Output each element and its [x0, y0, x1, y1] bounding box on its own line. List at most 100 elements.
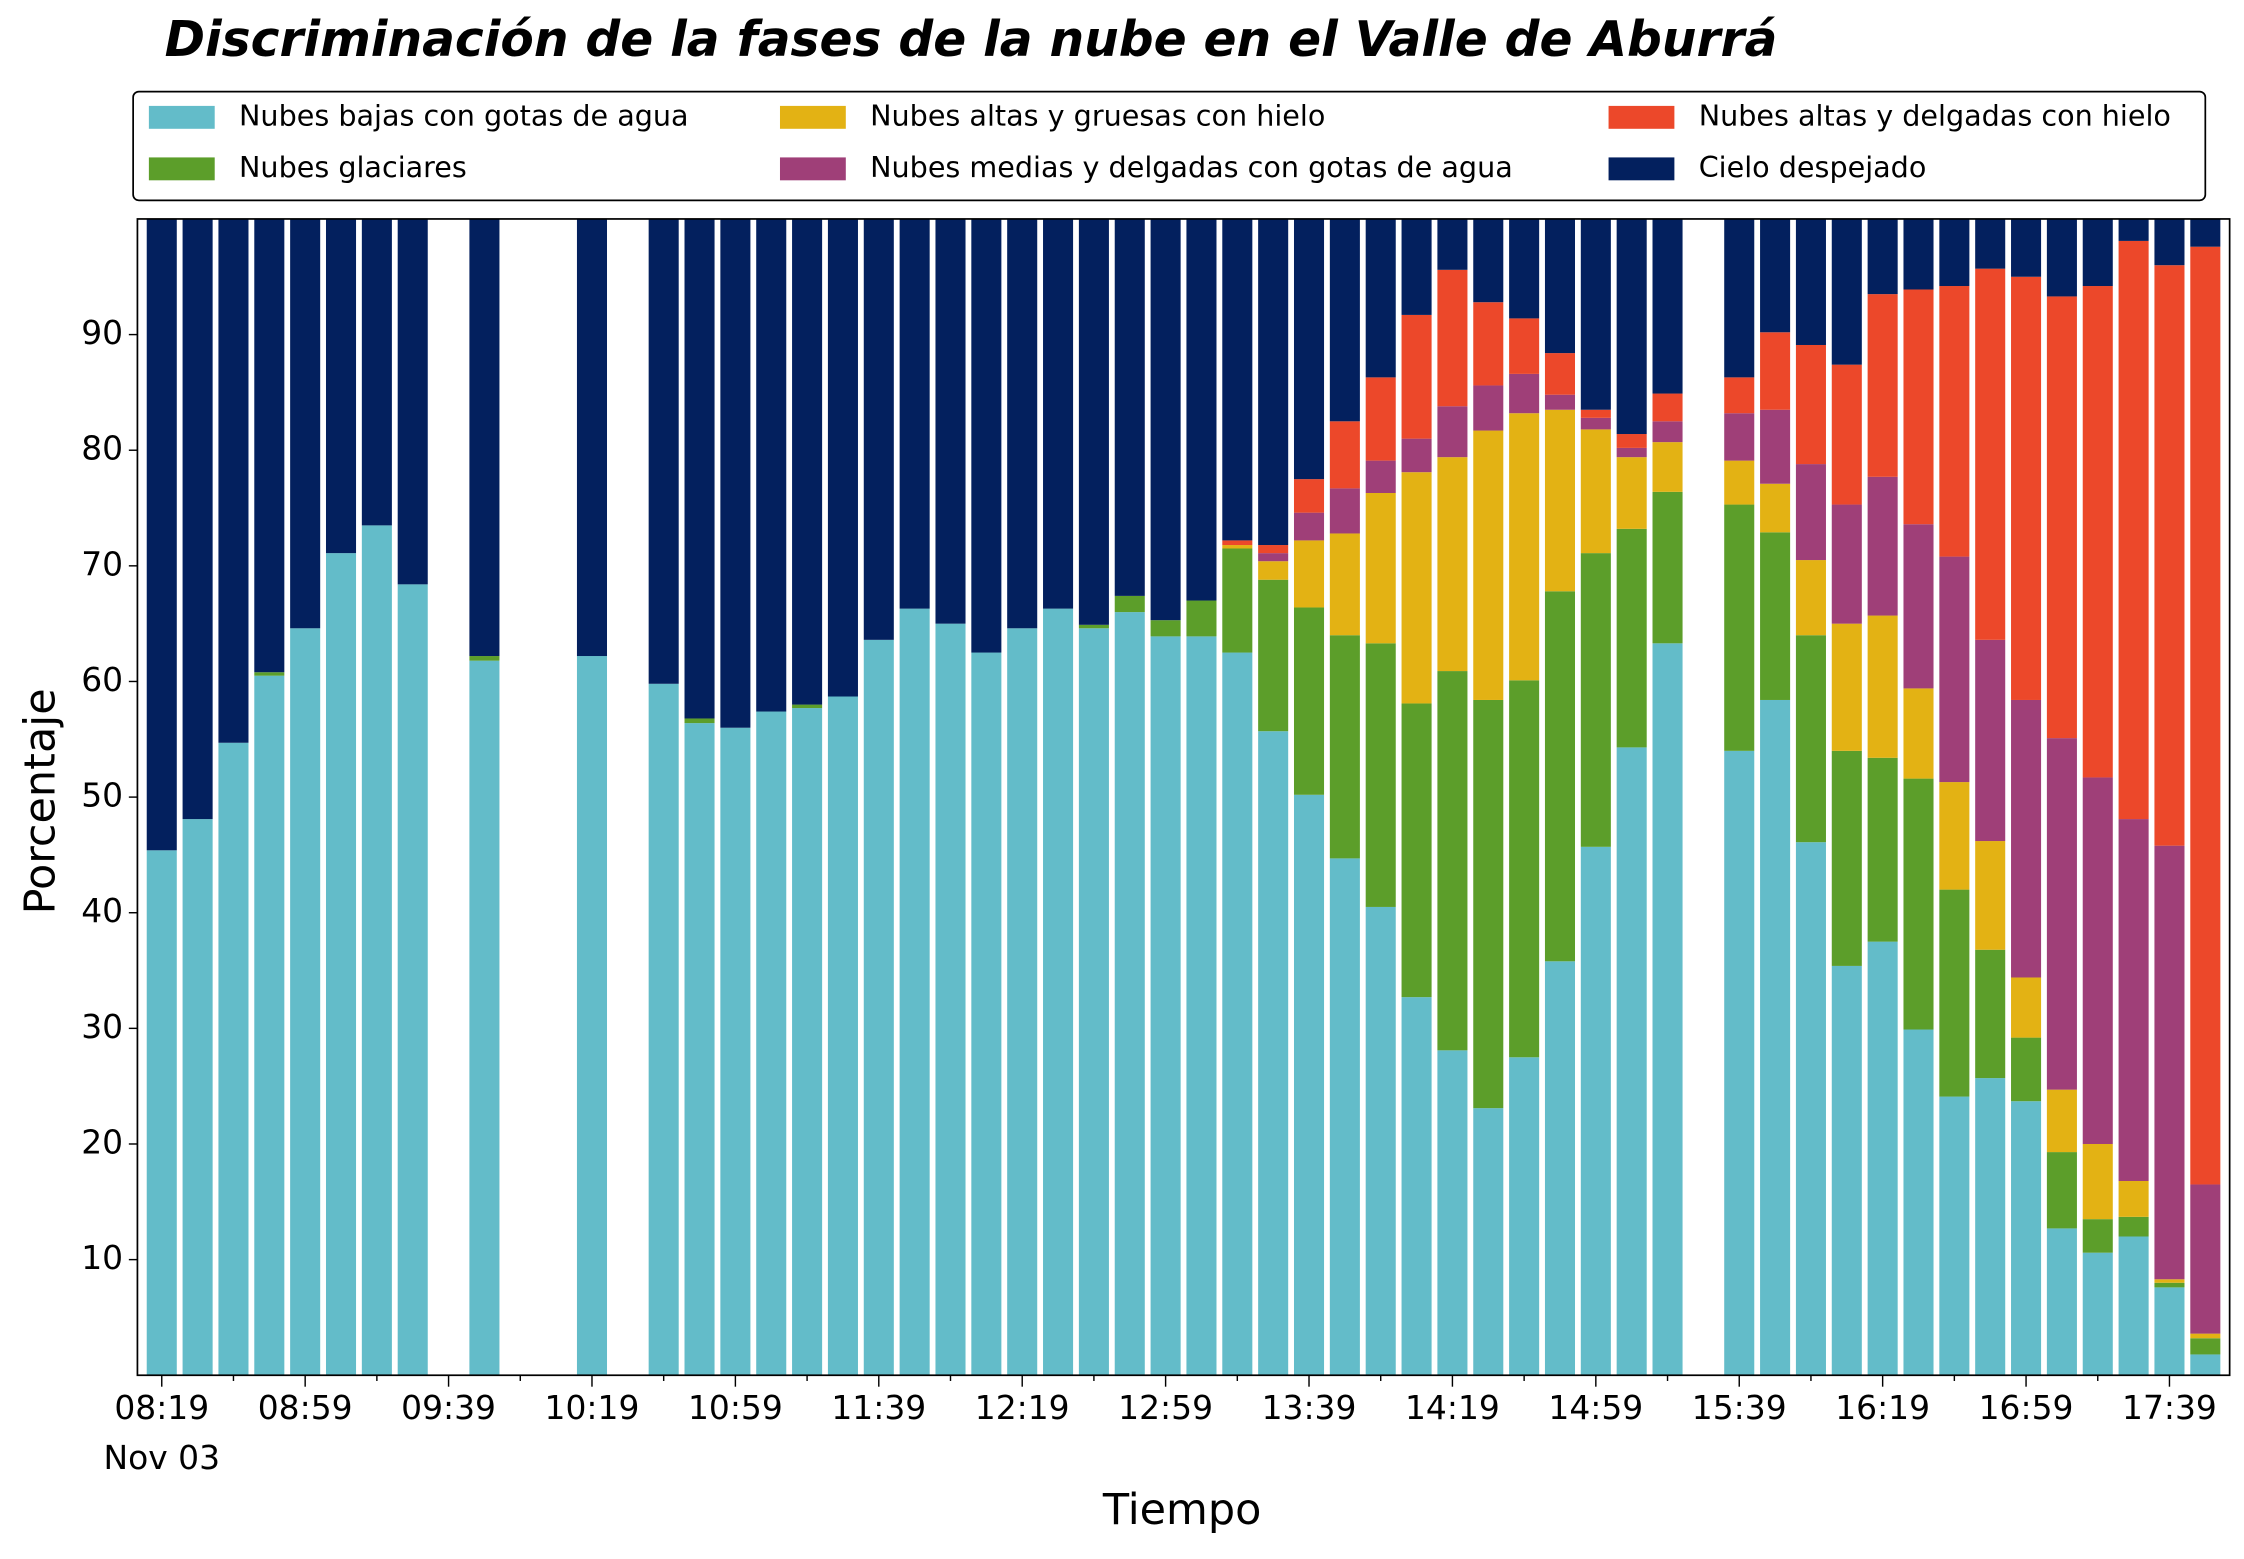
x-tick-label: 09:39	[401, 1388, 496, 1427]
bar-segment	[2118, 1216, 2149, 1237]
bar-segment	[1652, 218, 1683, 394]
bar-segment	[2082, 1252, 2113, 1376]
bar-segment	[469, 218, 500, 657]
bar-segment	[648, 683, 679, 1376]
legend-label: Nubes altas y gruesas con hielo	[870, 98, 1325, 132]
legend-swatch	[148, 157, 215, 181]
bar-segment	[2046, 1228, 2077, 1376]
bar-segment	[863, 218, 894, 640]
bar-segment	[1150, 218, 1181, 621]
y-tick-label: 10	[81, 1238, 123, 1277]
bar-segment	[827, 696, 858, 1376]
bar-segment	[1544, 409, 1576, 592]
x-tick-label: 13:39	[1262, 1388, 1357, 1427]
bar-segment	[1544, 961, 1576, 1376]
bar-segment	[1795, 842, 1826, 1376]
bar-segment	[2190, 1354, 2221, 1376]
x-tick-label: 17:39	[2122, 1388, 2217, 1427]
bar-segment	[2118, 218, 2149, 241]
x-tick-label: 10:59	[688, 1388, 783, 1427]
bar-segment	[1580, 553, 1611, 847]
bar-segment	[756, 711, 787, 1376]
bar-segment	[1293, 218, 1325, 480]
bar-segment	[1652, 421, 1683, 443]
bar-segment	[2190, 1184, 2221, 1334]
bar-segment	[684, 218, 715, 719]
bar-segment	[1329, 635, 1360, 859]
bar-segment	[1616, 218, 1647, 435]
bar-segment	[1437, 671, 1468, 1051]
bar-segment	[1222, 545, 1253, 549]
bar-segment	[254, 675, 285, 1376]
bar-segment	[1831, 218, 1862, 365]
bar-segment	[2011, 1101, 2042, 1376]
legend-label: Nubes altas y delgadas con hielo	[1699, 98, 2171, 132]
bar-segment	[2011, 218, 2042, 277]
bar-segment	[1760, 699, 1791, 1376]
bar-segment	[684, 723, 715, 1376]
bar-segment	[1903, 688, 1934, 779]
bar-segment	[1007, 218, 1038, 629]
bar-segment	[1258, 731, 1289, 1376]
bar-segment	[1724, 218, 1755, 378]
bar-segment	[1939, 782, 1970, 890]
bar-segment	[1078, 218, 1109, 625]
bar-segment	[1078, 628, 1109, 1376]
bar-segment	[1150, 636, 1181, 1376]
bar-segment	[935, 623, 966, 1376]
bar-segment	[2154, 265, 2185, 846]
bar-segment	[1652, 643, 1683, 1376]
bar-segment	[325, 218, 357, 554]
bar-segment	[1043, 608, 1074, 1376]
bar-segment	[1078, 624, 1109, 629]
bar-segment	[1652, 491, 1683, 644]
bar-segment	[1867, 476, 1898, 616]
bar-segment	[1760, 332, 1791, 410]
bar-segment	[2190, 218, 2221, 247]
bar-segment	[1509, 218, 1540, 319]
bar-segment	[1760, 218, 1791, 333]
bar-segment	[1509, 413, 1540, 681]
bar-segment	[935, 218, 966, 624]
bar-segment	[2190, 1338, 2221, 1355]
bar-segment	[1401, 997, 1432, 1376]
bar-segment	[1903, 778, 1934, 1030]
legend-swatch	[1608, 157, 1675, 181]
bar-segment	[1473, 430, 1504, 700]
x-tick-label: 08:59	[258, 1388, 353, 1427]
bar-segment	[1437, 1050, 1468, 1376]
bar-segment	[1616, 528, 1647, 748]
bar-segment	[146, 218, 177, 851]
x-tick-label: 12:19	[975, 1388, 1070, 1427]
legend-box	[132, 90, 2207, 202]
bar-segment	[1616, 434, 1647, 448]
bar-segment	[1222, 218, 1253, 541]
bar-segment	[1724, 377, 1755, 414]
bar-segment	[1724, 413, 1755, 461]
bar-segment	[720, 727, 751, 1376]
bar-segment	[361, 218, 392, 526]
x-tick-label: 12:59	[1118, 1388, 1213, 1427]
bar-segment	[2011, 1037, 2042, 1102]
bar-segment	[1795, 344, 1826, 465]
x-tick-label: 14:59	[1548, 1388, 1643, 1427]
bar-segment	[469, 656, 500, 661]
bar-segment	[1293, 512, 1325, 541]
bar-segment	[1007, 628, 1038, 1376]
bar-segment	[146, 850, 177, 1376]
bar-segment	[1473, 218, 1504, 303]
bar-segment	[971, 218, 1002, 653]
bar-segment	[1939, 1096, 1970, 1376]
bar-segment	[2082, 218, 2113, 287]
bar-segment	[361, 525, 392, 1376]
y-tick-label: 90	[81, 313, 123, 352]
bar-segment	[1903, 524, 1934, 689]
bar-segment	[1795, 635, 1826, 843]
bar-segment	[1329, 421, 1360, 489]
bar-segment	[1329, 488, 1360, 534]
y-tick-label: 80	[81, 429, 123, 468]
bar-segment	[1795, 560, 1826, 636]
y-tick-label: 50	[81, 776, 123, 815]
y-tick-label: 40	[81, 891, 123, 930]
bar-segment	[1580, 409, 1611, 418]
